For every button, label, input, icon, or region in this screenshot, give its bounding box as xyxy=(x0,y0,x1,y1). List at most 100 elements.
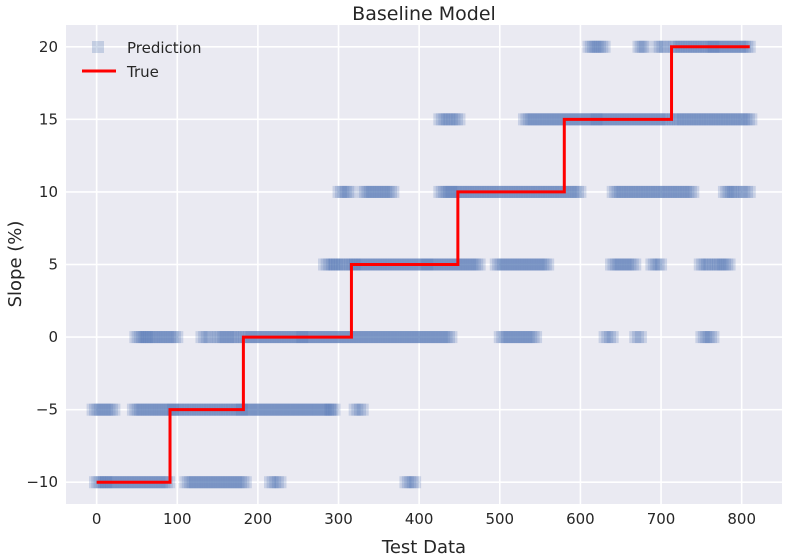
prediction-point xyxy=(471,258,484,271)
prediction-point xyxy=(648,185,661,198)
prediction-point xyxy=(624,258,637,271)
prediction-point xyxy=(404,331,417,344)
prediction-point xyxy=(725,113,738,126)
prediction-point xyxy=(363,331,376,344)
prediction-point xyxy=(254,403,267,416)
prediction-point xyxy=(508,258,521,271)
prediction-point xyxy=(701,113,714,126)
prediction-point xyxy=(171,331,184,344)
prediction-point xyxy=(152,331,165,344)
prediction-point xyxy=(328,403,341,416)
prediction-point xyxy=(375,185,388,198)
prediction-point xyxy=(542,113,555,126)
prediction-point xyxy=(676,113,689,126)
prediction-point xyxy=(596,40,609,53)
prediction-point xyxy=(411,331,424,344)
grid xyxy=(66,25,782,504)
prediction-point xyxy=(591,40,604,53)
prediction-point xyxy=(657,185,670,198)
prediction-point xyxy=(499,258,512,271)
prediction-point xyxy=(442,185,455,198)
prediction-point xyxy=(351,403,364,416)
prediction-point xyxy=(629,258,642,271)
y-tick-label: −5 xyxy=(36,401,58,419)
prediction-point xyxy=(222,476,235,489)
prediction-point xyxy=(390,331,403,344)
prediction-point xyxy=(131,403,144,416)
x-tick-label: 800 xyxy=(727,510,756,528)
prediction-point xyxy=(686,113,699,126)
prediction-point xyxy=(506,258,519,271)
prediction-point xyxy=(209,331,222,344)
prediction-point xyxy=(614,258,627,271)
prediction-point xyxy=(356,331,369,344)
prediction-point xyxy=(601,331,614,344)
y-tick-label: 15 xyxy=(39,110,58,128)
prediction-point xyxy=(706,113,719,126)
prediction-point xyxy=(218,476,231,489)
prediction-point xyxy=(338,258,351,271)
legend-prediction-label: Prediction xyxy=(127,39,202,57)
prediction-point xyxy=(435,331,448,344)
x-tick-label: 400 xyxy=(405,510,434,528)
prediction-point xyxy=(229,331,242,344)
prediction-point xyxy=(445,113,458,126)
prediction-point xyxy=(633,185,646,198)
prediction-point xyxy=(164,331,177,344)
prediction-point xyxy=(142,331,155,344)
prediction-point xyxy=(201,476,214,489)
prediction-point xyxy=(370,185,383,198)
prediction-point xyxy=(567,185,580,198)
prediction-point xyxy=(394,331,407,344)
prediction-point xyxy=(416,331,429,344)
prediction-point xyxy=(643,185,656,198)
prediction-point xyxy=(530,258,543,271)
prediction-point xyxy=(281,403,294,416)
prediction-point xyxy=(598,331,611,344)
prediction-point xyxy=(695,331,708,344)
prediction-point xyxy=(697,331,710,344)
prediction-point xyxy=(723,258,736,271)
prediction-point xyxy=(464,258,477,271)
prediction-point xyxy=(702,331,715,344)
prediction-point xyxy=(743,185,756,198)
prediction-point xyxy=(598,40,611,53)
prediction-point xyxy=(328,258,341,271)
x-tick-label: 200 xyxy=(244,510,273,528)
prediction-point xyxy=(356,403,369,416)
prediction-point xyxy=(440,185,453,198)
prediction-point xyxy=(196,476,209,489)
prediction-point xyxy=(138,403,151,416)
prediction-point xyxy=(508,331,521,344)
prediction-point xyxy=(103,403,116,416)
prediction-point xyxy=(298,403,311,416)
prediction-point xyxy=(108,403,121,416)
prediction-point xyxy=(652,258,665,271)
prediction-point xyxy=(525,113,538,126)
prediction-point xyxy=(582,40,595,53)
prediction-point xyxy=(392,331,405,344)
prediction-point xyxy=(337,185,350,198)
prediction-point xyxy=(493,331,506,344)
prediction-point xyxy=(222,331,235,344)
prediction-point xyxy=(295,403,308,416)
prediction-point xyxy=(435,113,448,126)
prediction-point xyxy=(428,331,441,344)
prediction-point xyxy=(155,403,168,416)
prediction-point xyxy=(370,331,383,344)
prediction-point xyxy=(262,403,275,416)
prediction-point xyxy=(286,403,299,416)
prediction-point xyxy=(606,185,619,198)
prediction-point xyxy=(324,403,337,416)
prediction-point xyxy=(380,331,393,344)
prediction-point xyxy=(723,113,736,126)
prediction-point xyxy=(210,476,223,489)
prediction-point xyxy=(445,185,458,198)
prediction-point xyxy=(331,258,344,271)
prediction-point xyxy=(129,403,142,416)
prediction-point xyxy=(414,331,427,344)
prediction-point xyxy=(738,185,751,198)
prediction-point xyxy=(623,185,636,198)
prediction-point xyxy=(656,40,669,53)
prediction-point xyxy=(621,258,634,271)
